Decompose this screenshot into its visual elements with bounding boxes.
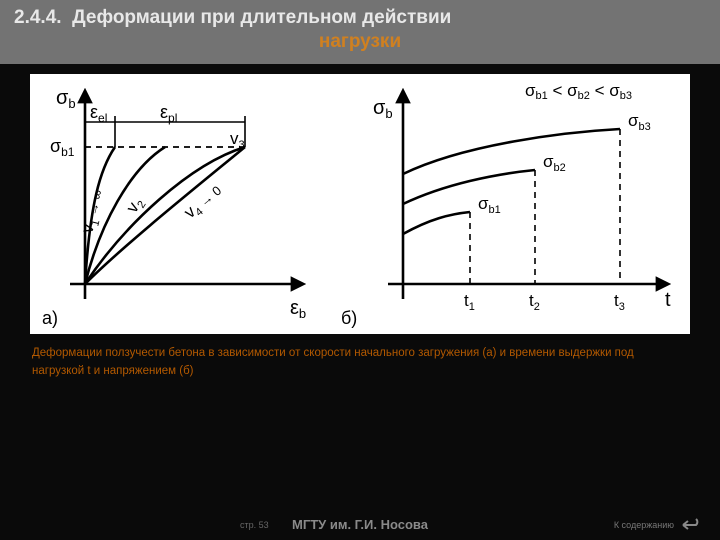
- figures-row: σb εb σb1 εel εpl v1 → ∞v2v3v4 → 0 а) σb…: [0, 64, 720, 340]
- figure-b: σb t σb1 < σb2 < σb3 σb1σb2σb3 t1t2t3 б): [335, 74, 690, 334]
- page-number: стр. 53: [240, 520, 269, 530]
- footer: стр. 53 МГТУ им. Г.И. Носова К содержани…: [0, 517, 720, 532]
- section-number: 2.4.4.: [14, 7, 62, 28]
- figure-a: σb εb σb1 εel εpl v1 → ∞v2v3v4 → 0 а): [30, 74, 335, 334]
- title-sub: нагрузки: [14, 30, 706, 54]
- figure-caption: Деформации ползучести бетона в зависимос…: [0, 340, 720, 381]
- return-icon: [680, 518, 702, 532]
- title-main: Деформации при длительном действии: [72, 7, 451, 28]
- x-axis-label-b: t: [665, 289, 671, 311]
- panel-label-a: а): [42, 308, 58, 328]
- section-heading: 2.4.4. Деформации при длительном действи…: [0, 0, 720, 64]
- panel-label-b: б): [341, 308, 357, 328]
- toc-link[interactable]: К содержанию: [614, 518, 702, 532]
- toc-link-text: К содержанию: [614, 520, 674, 530]
- university-name: МГТУ им. Г.И. Носова: [292, 517, 428, 532]
